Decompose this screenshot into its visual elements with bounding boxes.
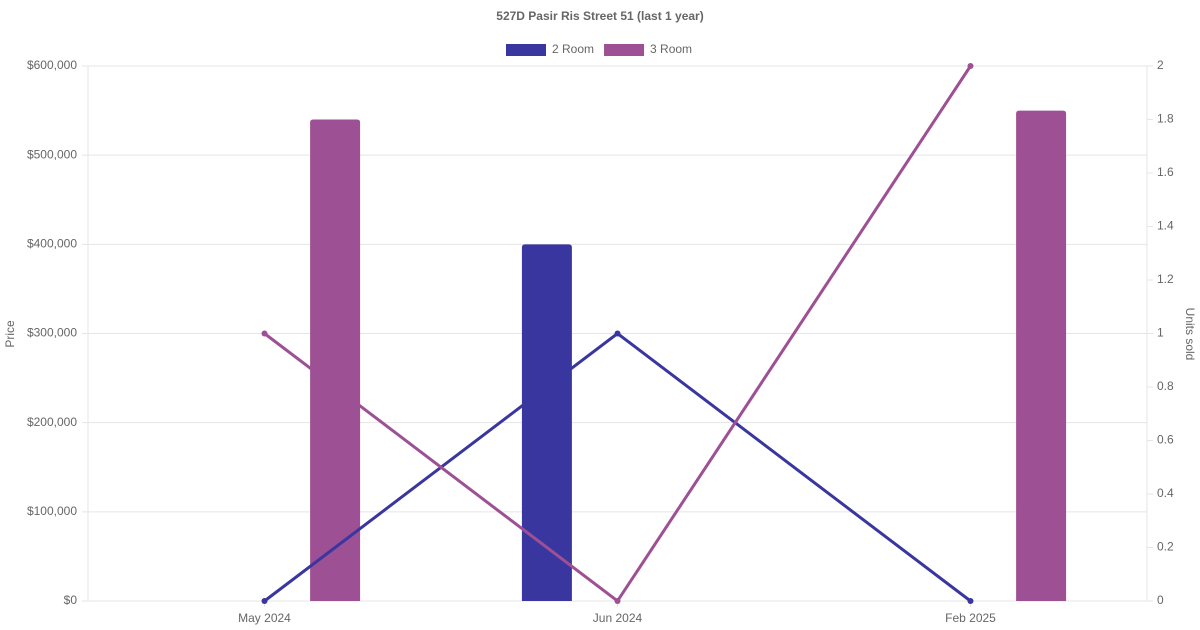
- x-tick-label: Jun 2024: [593, 611, 643, 625]
- y2-tick-label: 2: [1157, 58, 1164, 72]
- y-tick-label: $200,000: [27, 415, 77, 429]
- y2-tick-label: 1.6: [1157, 165, 1174, 179]
- y-tick-label: $500,000: [27, 147, 77, 161]
- point: [261, 330, 268, 337]
- point: [261, 598, 268, 604]
- y-tick-label: $0: [64, 593, 78, 607]
- y-tick-label: $400,000: [27, 237, 77, 251]
- legend-label: 3 Room: [650, 42, 692, 56]
- y2-tick-label: 0.2: [1157, 540, 1174, 554]
- y2-tick-label: 1: [1157, 326, 1164, 340]
- point: [614, 330, 621, 337]
- y2-tick-label: 0.6: [1157, 433, 1174, 447]
- y2-tick-label: 0.8: [1157, 379, 1174, 393]
- point: [967, 598, 974, 604]
- y2-tick-label: 1.2: [1157, 272, 1174, 286]
- y-tick-label: $300,000: [27, 326, 77, 340]
- point: [614, 598, 621, 604]
- bar: [1016, 110, 1067, 601]
- x-tick-label: Feb 2025: [945, 611, 996, 625]
- y2-tick-label: 0: [1157, 593, 1164, 607]
- bar: [310, 119, 361, 601]
- legend-label: 2 Room: [552, 42, 594, 56]
- line: [263, 331, 972, 603]
- legend-swatch: [506, 44, 546, 56]
- y2-tick-label: 1.8: [1157, 112, 1174, 126]
- y2-tick-label: 0.4: [1157, 486, 1174, 500]
- chart-title: 527D Pasir Ris Street 51 (last 1 year): [496, 9, 703, 23]
- x-tick-label: May 2024: [238, 611, 291, 625]
- legend-swatch: [604, 44, 645, 56]
- y-tick-label: $600,000: [27, 58, 77, 72]
- bar: [521, 244, 572, 602]
- y2-axis-title: Units sold: [1183, 308, 1197, 361]
- y-tick-label: $100,000: [27, 504, 77, 518]
- y2-tick-label: 1.4: [1157, 219, 1174, 233]
- y-axis-title: Price: [3, 320, 17, 348]
- point: [967, 63, 974, 69]
